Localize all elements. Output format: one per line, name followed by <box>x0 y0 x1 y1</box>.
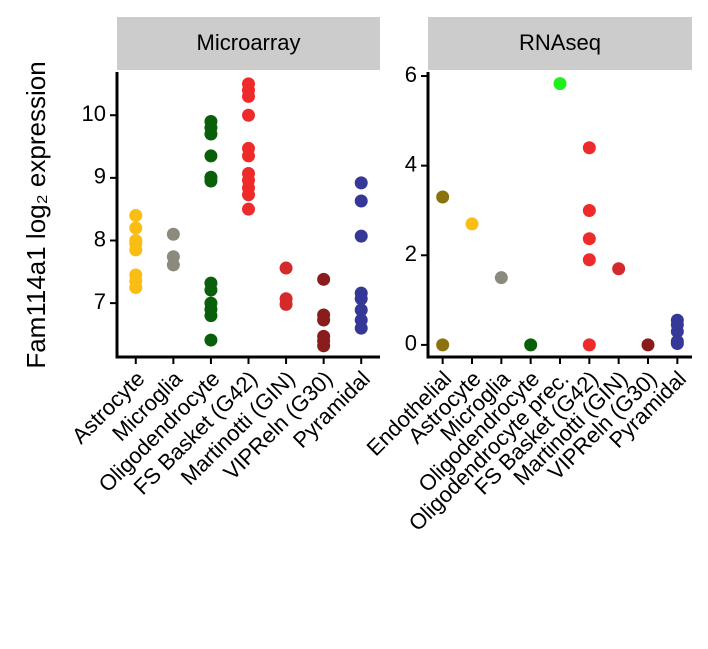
point <box>354 321 368 335</box>
point <box>354 229 368 243</box>
point <box>204 333 218 347</box>
point <box>279 297 293 311</box>
point <box>670 337 684 351</box>
point <box>129 280 143 294</box>
point <box>166 258 180 272</box>
point <box>354 292 368 306</box>
point <box>242 202 255 216</box>
point <box>317 339 331 353</box>
point <box>204 174 218 188</box>
facet-strip <box>428 17 692 70</box>
point <box>582 338 596 352</box>
y-tick-label: 4 <box>405 151 417 176</box>
y-tick-label: 6 <box>405 62 417 87</box>
point <box>242 108 255 122</box>
point <box>553 77 567 91</box>
point <box>582 232 596 246</box>
point <box>129 243 143 257</box>
y-tick-label: 10 <box>82 101 106 126</box>
point <box>670 324 684 338</box>
point <box>129 221 143 235</box>
point <box>354 303 368 317</box>
y-tick-label: 7 <box>94 289 106 314</box>
y-tick-label: 0 <box>405 331 417 356</box>
point <box>354 176 368 190</box>
point <box>582 253 596 267</box>
point <box>436 338 450 352</box>
point <box>612 262 626 276</box>
point <box>242 89 255 103</box>
point <box>242 188 255 202</box>
point <box>641 338 655 352</box>
point <box>524 338 538 352</box>
point <box>242 149 255 163</box>
facet-strip <box>117 17 380 70</box>
point <box>436 190 450 204</box>
point <box>204 283 218 297</box>
point <box>166 227 180 241</box>
point <box>354 194 368 208</box>
y-tick-label: 2 <box>405 241 417 266</box>
y-tick-label: 8 <box>94 226 106 251</box>
point <box>279 261 293 275</box>
y-tick-label: 9 <box>94 164 106 189</box>
point <box>204 309 218 323</box>
point <box>204 127 218 141</box>
point <box>129 208 143 222</box>
y-axis-label: Fam114a1 log₂ expression <box>21 61 51 368</box>
point <box>582 141 596 155</box>
point <box>317 313 331 327</box>
facet-title: RNAseq <box>519 30 601 55</box>
facet-title: Microarray <box>197 30 301 55</box>
point <box>317 272 331 286</box>
point <box>204 149 218 163</box>
point <box>465 217 479 231</box>
point <box>494 271 508 285</box>
point <box>582 203 596 217</box>
